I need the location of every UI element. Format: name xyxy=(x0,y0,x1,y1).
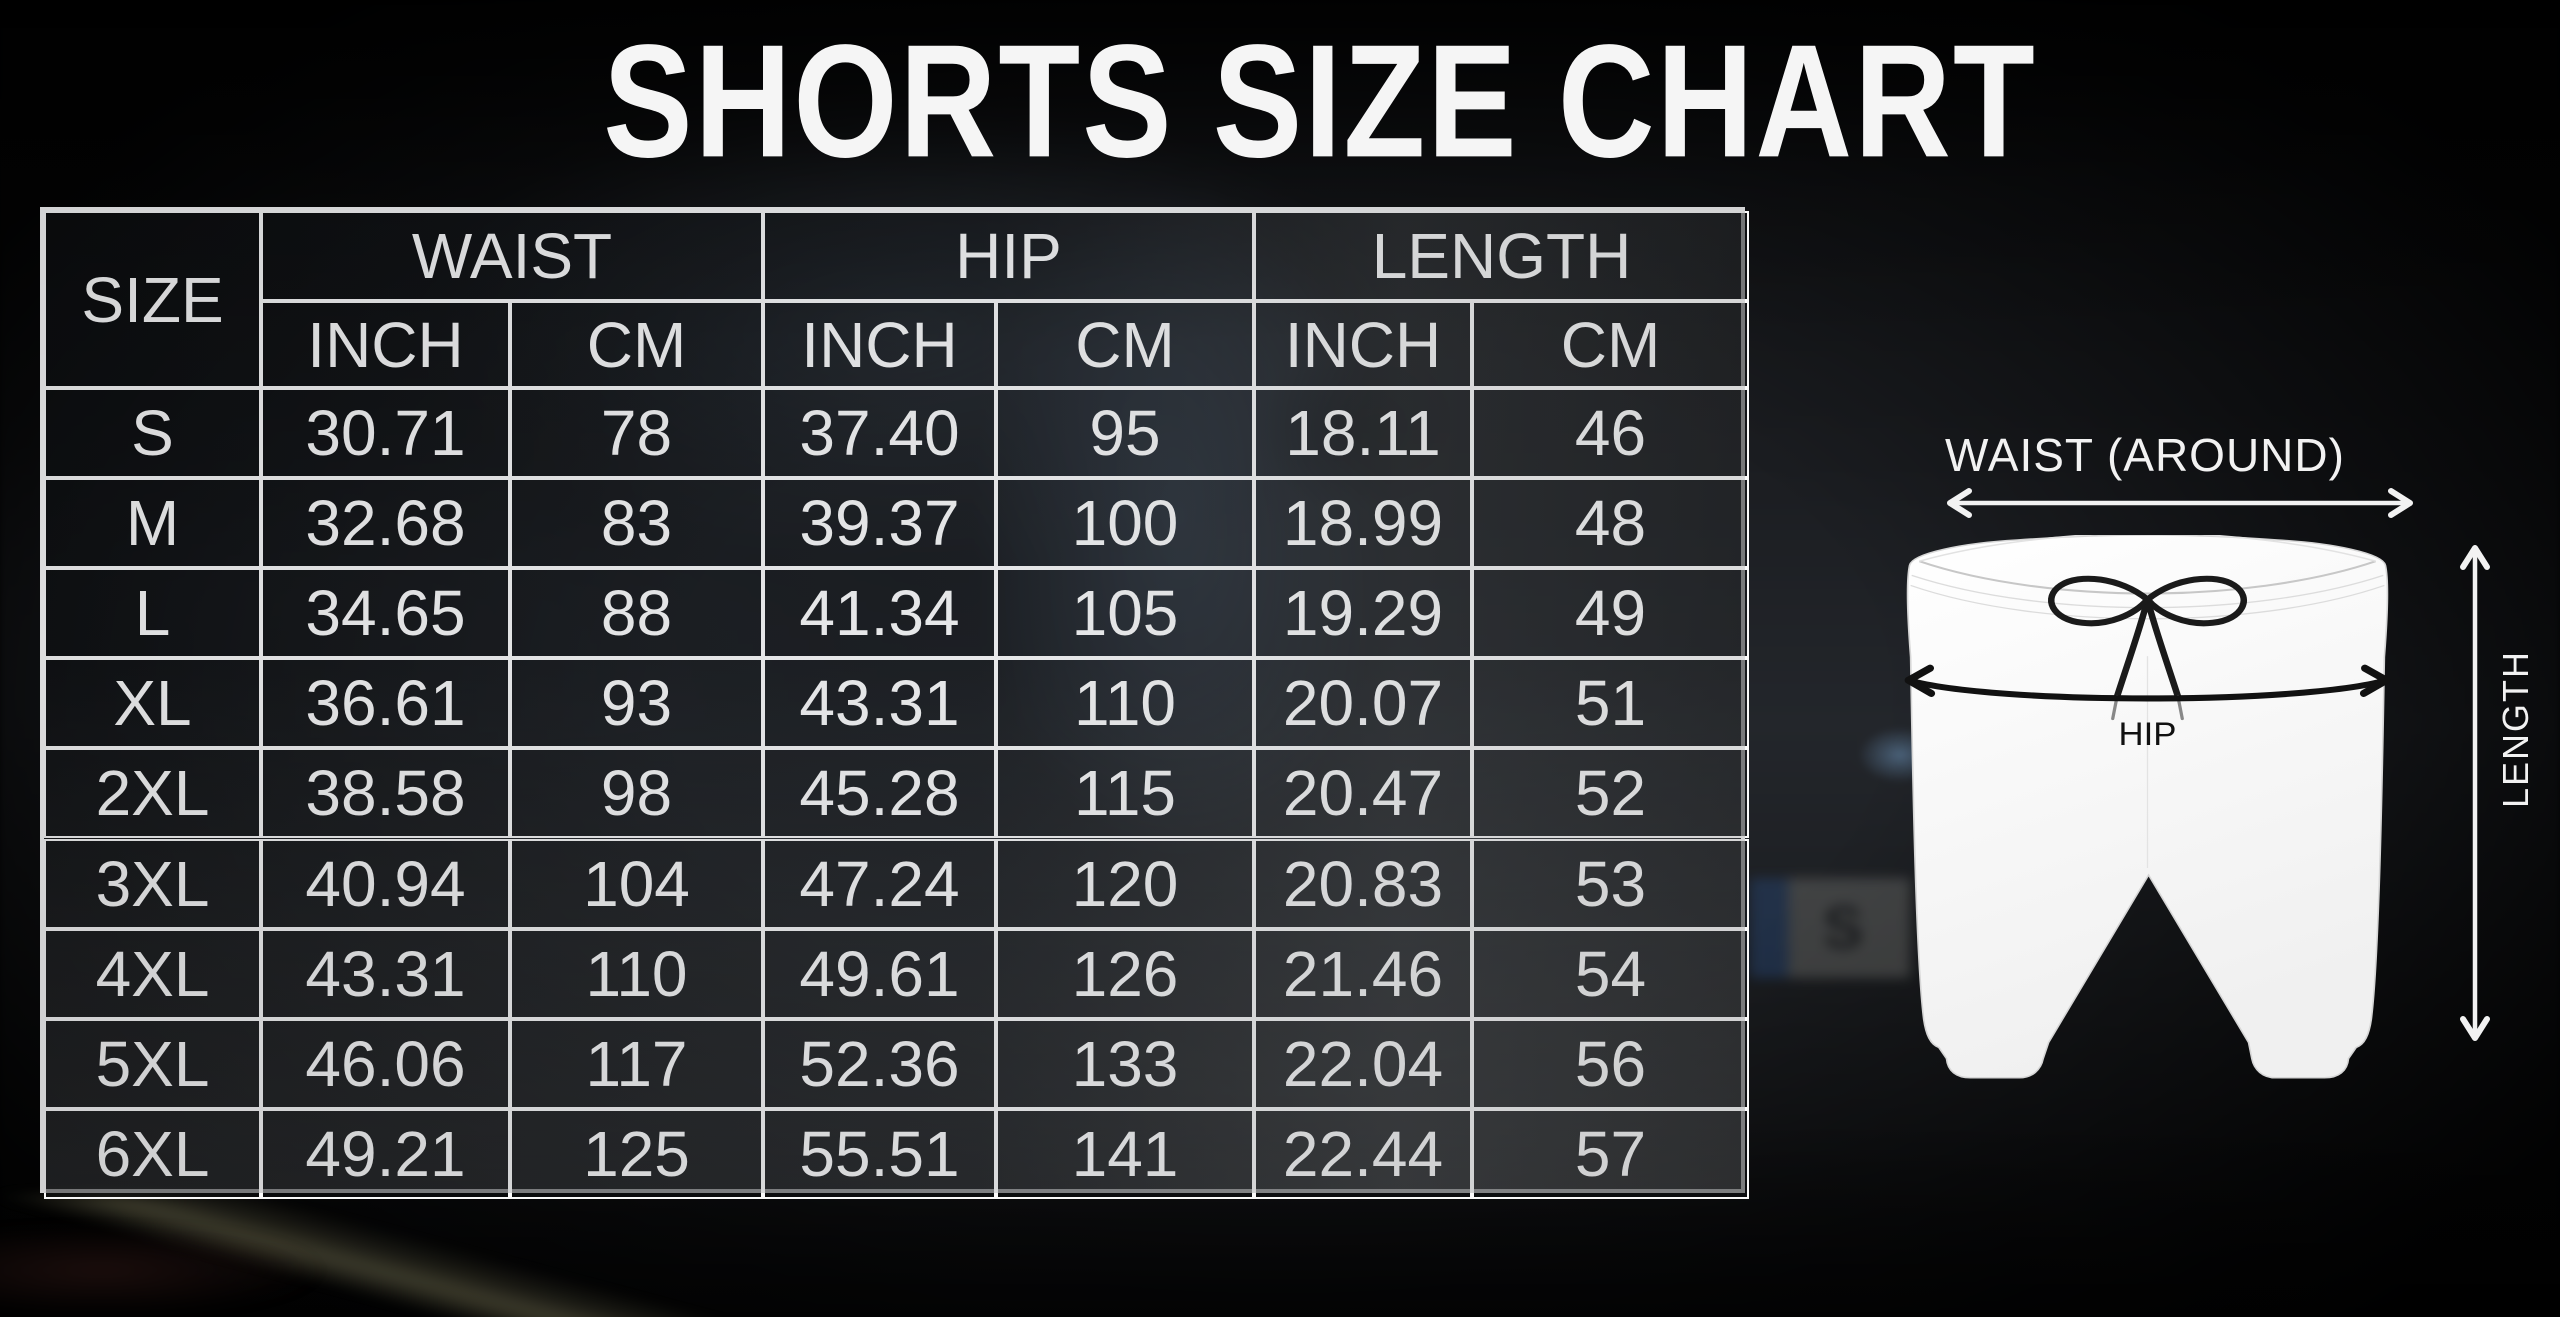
svg-text:HIP: HIP xyxy=(2119,717,2177,753)
